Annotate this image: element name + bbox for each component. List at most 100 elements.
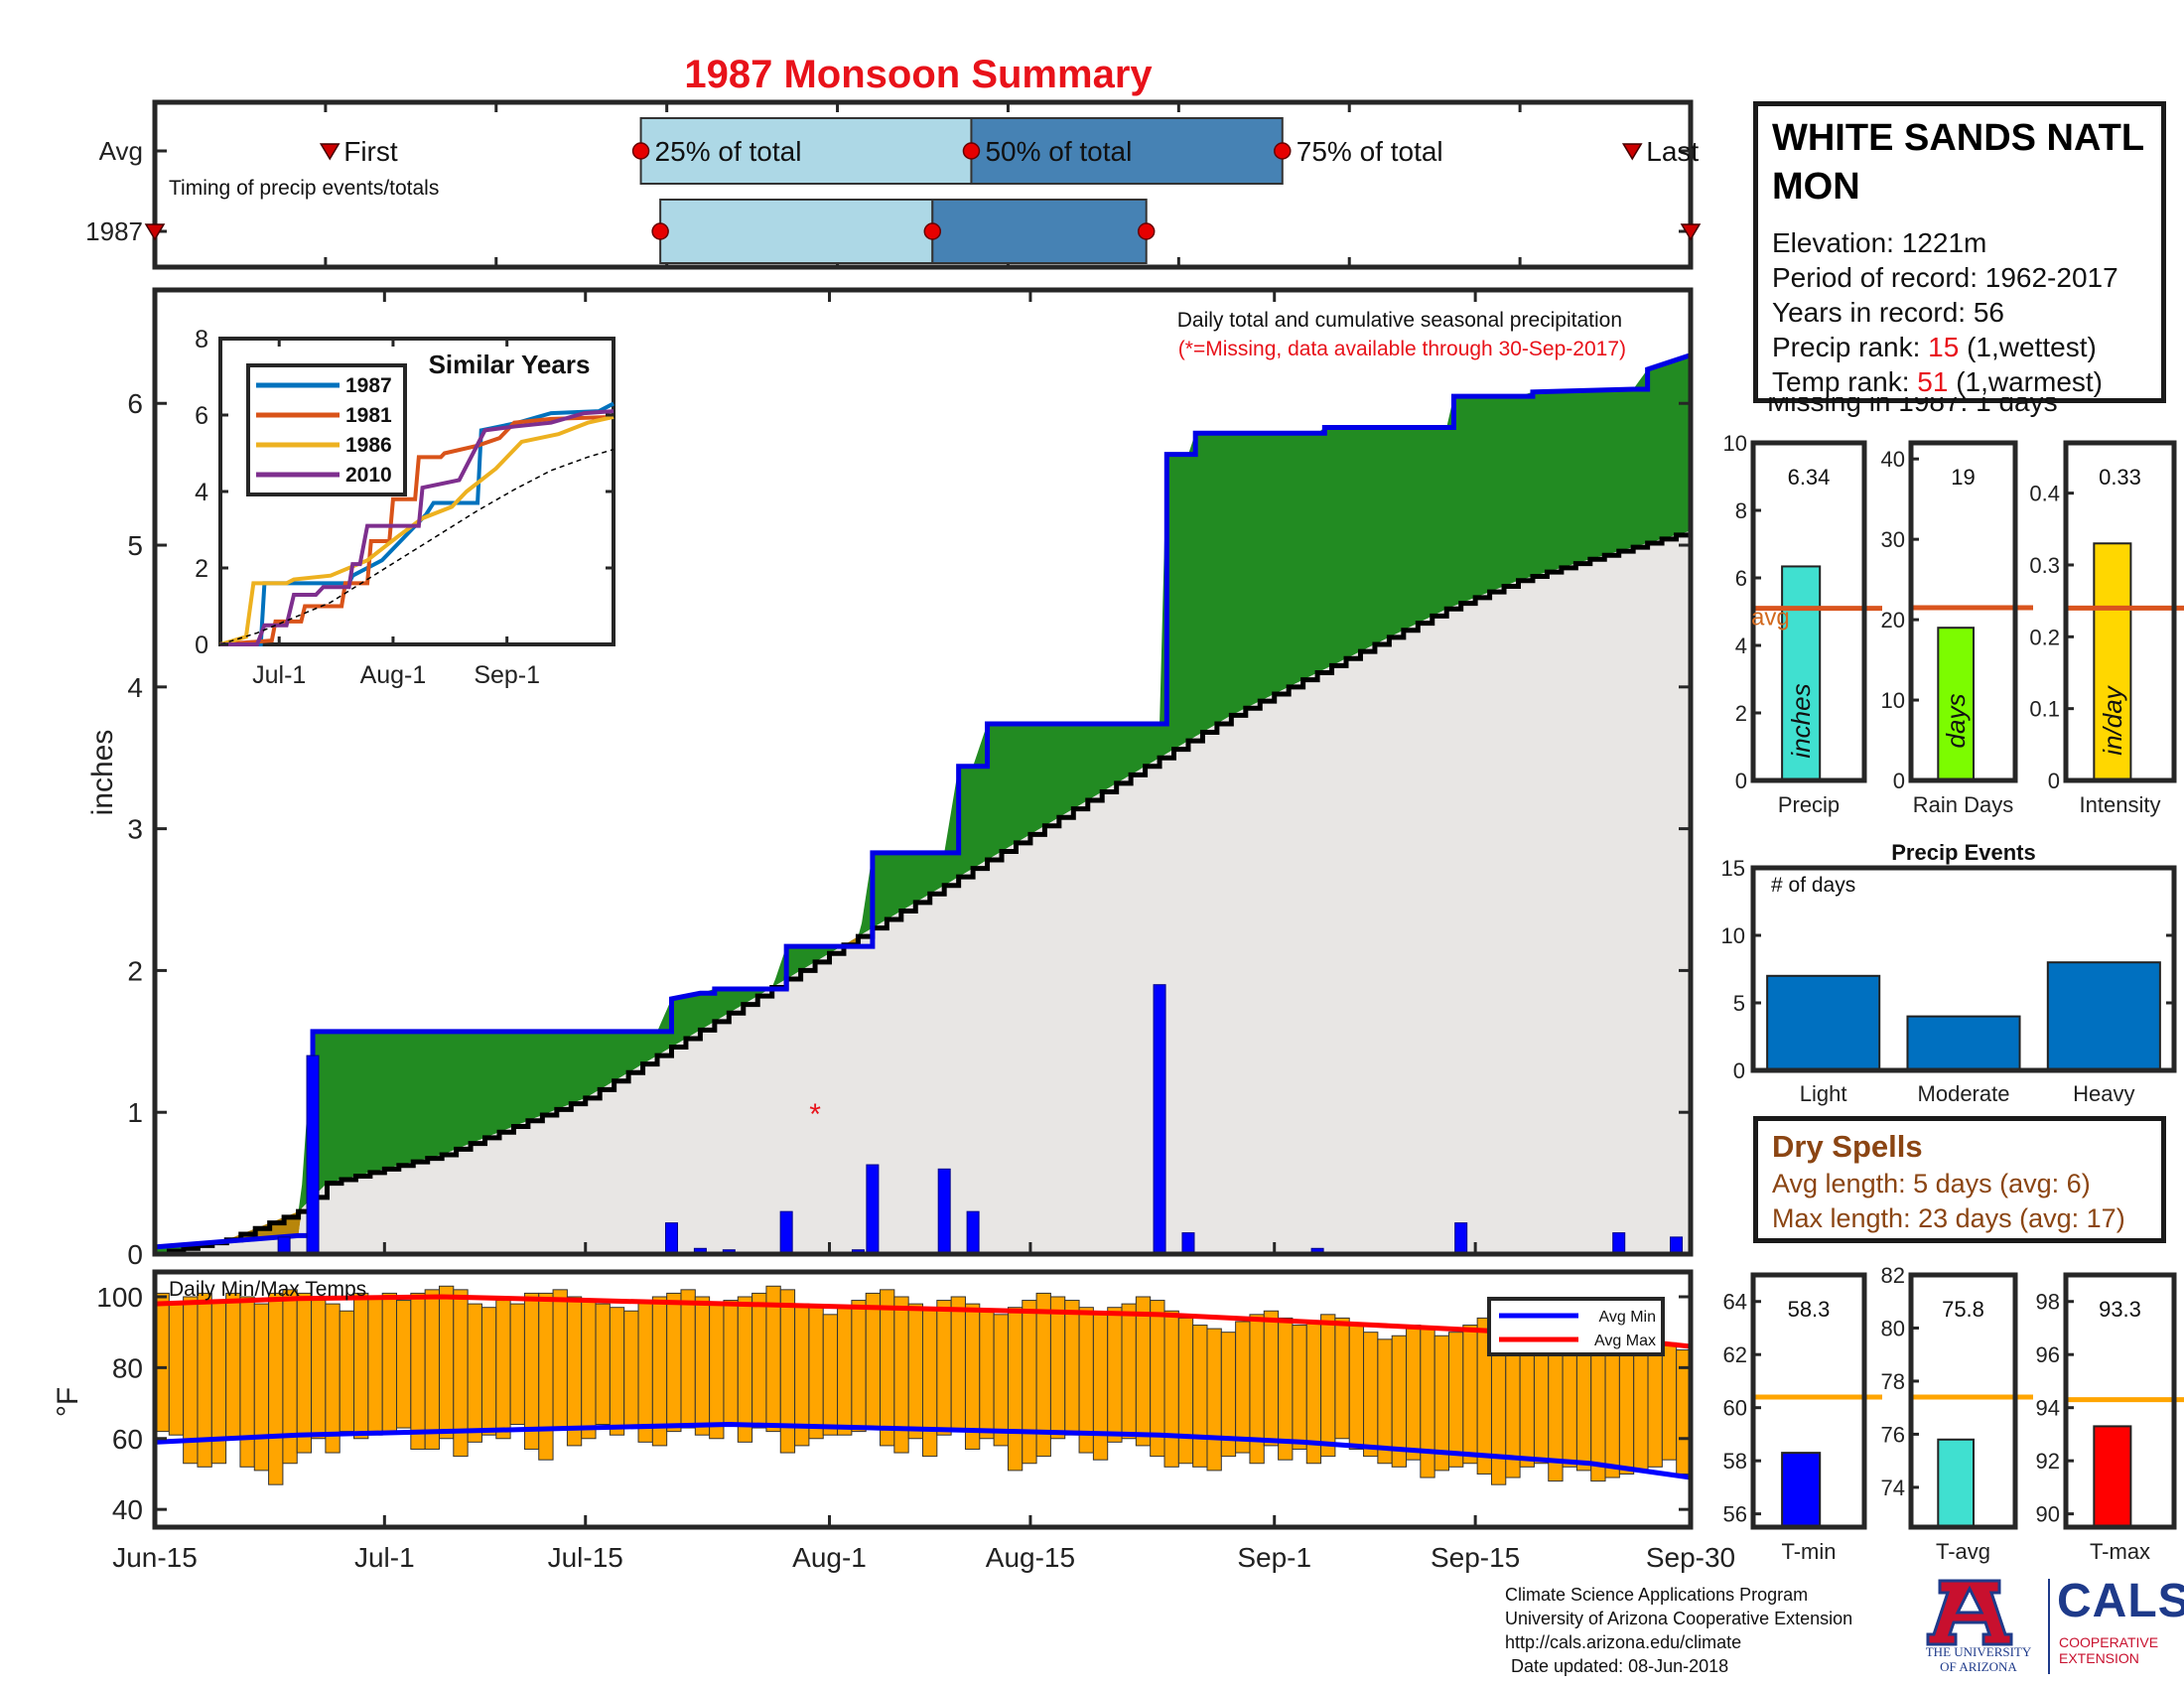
timing-box-q3 xyxy=(931,199,1148,264)
events-y-tick-label: 10 xyxy=(1721,923,1745,948)
station-name-line2: MON xyxy=(1772,166,1860,208)
stat-y-tick-label: 96 xyxy=(2036,1342,2060,1367)
date-tick-label: Sep-30 xyxy=(1646,1542,1735,1573)
cals-sub-line2: EXTENSION xyxy=(2059,1650,2139,1666)
event-category-label: Light xyxy=(1800,1081,1847,1106)
y-tick-label: 0 xyxy=(127,1239,143,1270)
missing-days-text: Missing in 1987: 1 days xyxy=(1767,397,2058,417)
temp-range-bar xyxy=(1049,1296,1066,1440)
temp-range-bar xyxy=(1192,1325,1208,1468)
temp-range-bar xyxy=(381,1292,398,1433)
events-y-tick-label: 0 xyxy=(1733,1058,1745,1083)
dry-spells-max-length: Max length: 23 days (avg: 17) xyxy=(1772,1203,2125,1233)
inset-y-tick-label: 0 xyxy=(195,632,208,659)
season-stats-panel: 0 2 4 6 8 10 6.34 Precip inches avg 0 10 20 30 40 19 Rai… xyxy=(1723,431,2184,817)
temp-range-bar xyxy=(964,1303,981,1450)
inset-y-tick-label: 6 xyxy=(195,402,208,430)
temp-range-bar xyxy=(239,1296,255,1468)
temp-range-bar xyxy=(1177,1317,1194,1465)
y-tick-label: 5 xyxy=(127,530,143,561)
temp-range-bar xyxy=(410,1292,426,1450)
temp-range-bar xyxy=(225,1292,241,1440)
temp-range-bar xyxy=(538,1292,554,1461)
stat-y-tick-label: 10 xyxy=(1723,431,1747,456)
temp-range-bar xyxy=(1235,1321,1251,1454)
temp-range-bar xyxy=(581,1300,597,1440)
stat-y-tick-label: 0 xyxy=(1735,769,1747,793)
temp-range-bar xyxy=(680,1289,696,1429)
stat-value-bar xyxy=(1937,627,1976,782)
temp-range-bar xyxy=(1462,1325,1478,1465)
figure-title: 1987 Monsoon Summary xyxy=(684,53,1153,96)
temp-range-bar xyxy=(865,1292,882,1429)
temp-range-bar xyxy=(1406,1325,1422,1461)
temp-title: Daily Min/Max Temps xyxy=(169,1278,366,1301)
stat-value-label: 6.34 xyxy=(1788,465,1831,490)
inset-series-line xyxy=(220,401,614,646)
timing-last-label: Last xyxy=(1646,136,1699,167)
timing-last-marker xyxy=(1680,223,1702,241)
temp-range-bar xyxy=(1377,1338,1393,1465)
daily-precip-bar xyxy=(1153,984,1166,1255)
temp-range-bar xyxy=(651,1296,668,1447)
daily-precip-bar xyxy=(306,1055,320,1255)
stat-panel-frame xyxy=(1750,1272,1867,1530)
temp-range-bar xyxy=(1533,1341,1550,1465)
ua-logo-mark xyxy=(1926,1579,2013,1646)
daily-precip-bar xyxy=(1612,1232,1626,1255)
daily-temps-panel: 40 60 80 100 Jun-15 Jul-1 Jul-15 Aug-1 Aug-15 Sep… xyxy=(52,1269,1735,1573)
temp-range-bar xyxy=(438,1285,455,1440)
date-tick-label: Sep-1 xyxy=(1237,1542,1311,1573)
station-info-box: WHITE SANDS NATL MON Elevation: 1221m Pe… xyxy=(1753,101,2166,403)
stat-value-label: 75.8 xyxy=(1942,1297,1984,1322)
temp-range-bar xyxy=(822,1314,839,1436)
stat-y-tick-label: 92 xyxy=(2036,1449,2060,1474)
timing-first-marker xyxy=(319,143,341,161)
stat-avg-label: avg xyxy=(1751,605,1790,632)
temp-range-bar xyxy=(495,1300,511,1440)
temp-range-bar xyxy=(1604,1335,1620,1478)
precip-events-panel: Light Moderate Heavy 0 5 10 15 Precip Events # o… xyxy=(1721,840,2177,1106)
temp-y-tick-label: 60 xyxy=(112,1424,143,1455)
temp-range-bar xyxy=(1447,1332,1464,1468)
inset-series-line xyxy=(219,414,614,646)
temp-rank-value: 51 xyxy=(1917,366,1949,397)
temp-range-bar xyxy=(168,1303,185,1436)
stat-value-bar xyxy=(1781,1452,1822,1528)
temp-range-bar xyxy=(325,1303,341,1454)
temp-range-bar xyxy=(993,1314,1009,1447)
timing-row-label: Avg xyxy=(99,136,143,166)
temp-range-bar xyxy=(424,1289,440,1450)
daily-precip-bar xyxy=(664,1222,678,1255)
temp-y-tick-label: 80 xyxy=(112,1352,143,1383)
daily-precip-bar xyxy=(779,1210,793,1255)
timing-25-label: 25% of total xyxy=(655,136,802,167)
events-y-label: # of days xyxy=(1771,874,1855,897)
temp-range-bar xyxy=(1092,1314,1109,1461)
temp-range-bar xyxy=(1661,1341,1678,1461)
temp-plot-frame xyxy=(152,1269,1694,1530)
temp-legend-box xyxy=(1487,1297,1665,1356)
temp-rank-label: Temp rank: xyxy=(1772,366,1918,397)
timing-row-label: 1987 xyxy=(85,216,143,246)
timing-first-marker xyxy=(144,223,166,241)
temp-range-bar xyxy=(1064,1300,1080,1436)
daily-precip-bar xyxy=(866,1164,880,1255)
stat-value-label: 58.3 xyxy=(1788,1297,1831,1322)
stat-y-tick-label: 2 xyxy=(1735,701,1747,726)
stat-y-tick-label: 94 xyxy=(2036,1396,2060,1421)
stat-y-tick-label: 30 xyxy=(1881,527,1905,552)
stat-y-tick-label: 0.1 xyxy=(2029,697,2060,722)
timing-marker-p50 xyxy=(962,142,981,160)
station-name: WHITE SANDS NATL MON xyxy=(1772,114,2147,211)
cumulative-1987-line xyxy=(154,352,1692,1250)
timing-box-q3 xyxy=(970,117,1284,185)
inset-title: Similar Years xyxy=(429,350,591,379)
temp-range-bar xyxy=(396,1300,412,1429)
temp-range-bar xyxy=(353,1292,369,1440)
precip-rank-value: 15 xyxy=(1928,332,1960,362)
temp-range-bar xyxy=(1618,1338,1635,1475)
temp-range-bar xyxy=(1206,1328,1222,1472)
timing-marker-p75 xyxy=(1274,142,1292,160)
